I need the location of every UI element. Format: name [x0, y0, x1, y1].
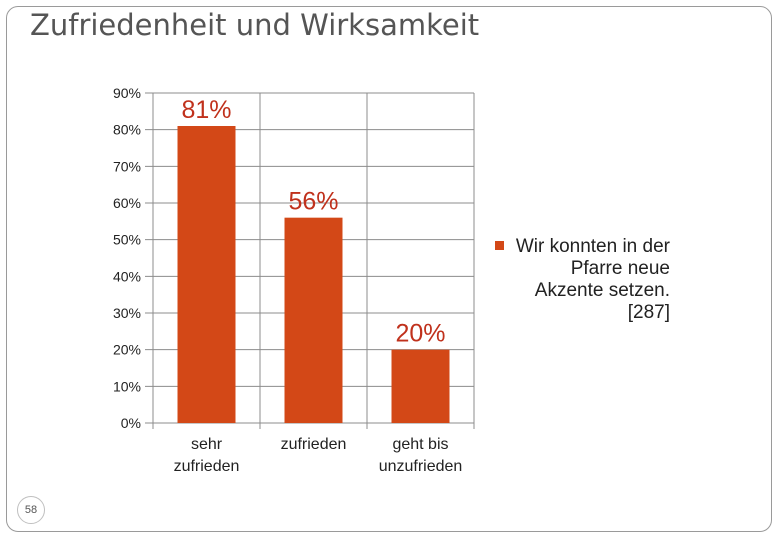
x-tick-label: zufrieden: [174, 458, 240, 475]
legend-swatch: [495, 241, 504, 250]
y-tick-label: 20%: [113, 342, 141, 358]
legend-label: Wir konnten in der Pfarre neue Akzente s…: [515, 236, 670, 323]
bar: [391, 349, 450, 423]
y-tick-label: 30%: [113, 305, 141, 321]
y-tick-label: 80%: [113, 122, 141, 138]
x-tick-label: sehr: [191, 436, 223, 453]
y-tick-label: 90%: [113, 85, 141, 101]
y-tick-label: 60%: [113, 195, 141, 211]
y-tick-label: 0%: [121, 415, 141, 431]
data-label: 81%: [181, 96, 231, 124]
data-label: 56%: [288, 188, 338, 216]
x-tick-label: unzufrieden: [379, 458, 463, 475]
y-tick-label: 40%: [113, 268, 141, 284]
page-number: 58: [17, 496, 45, 524]
y-tick-label: 70%: [113, 158, 141, 174]
data-label: 20%: [395, 320, 445, 348]
slide-title: Zufriedenheit und Wirksamkeit: [30, 8, 480, 42]
x-tick-label: geht bis: [392, 436, 448, 453]
y-tick-label: 50%: [113, 232, 141, 248]
bar: [177, 126, 236, 423]
legend: Wir konnten in der Pfarre neue Akzente s…: [480, 236, 680, 324]
x-tick-label: zufrieden: [281, 436, 347, 453]
y-tick-label: 10%: [113, 378, 141, 394]
bar: [284, 217, 343, 423]
slide-frame: [6, 6, 772, 532]
